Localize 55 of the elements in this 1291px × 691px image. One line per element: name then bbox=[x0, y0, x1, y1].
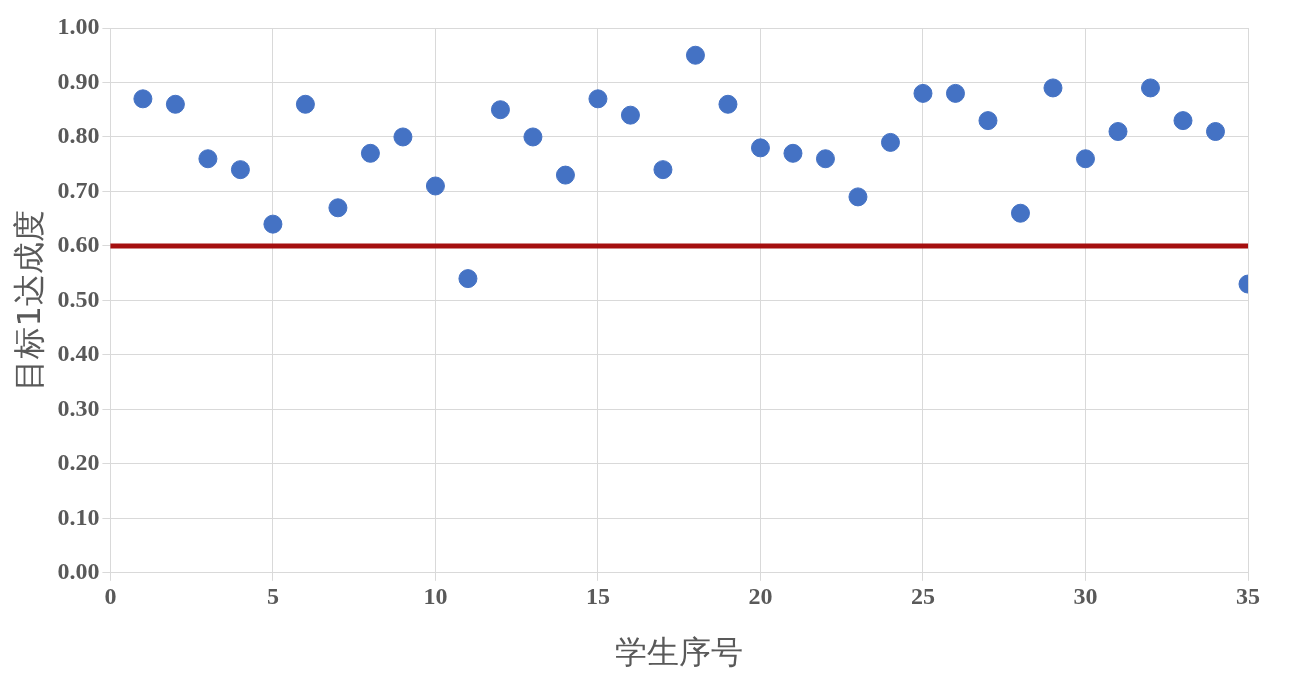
point bbox=[1173, 111, 1193, 131]
y-tick-label: 0.30 bbox=[57, 394, 100, 421]
point bbox=[750, 138, 770, 158]
y-axis-title: 目标1达成度 bbox=[9, 210, 48, 391]
point bbox=[523, 127, 543, 147]
y-tick-label: 0.50 bbox=[57, 285, 100, 312]
y-tick-label: 0.90 bbox=[57, 67, 100, 94]
point bbox=[718, 94, 738, 114]
point bbox=[913, 83, 933, 103]
point bbox=[653, 160, 673, 180]
x-tick-label: 0 bbox=[104, 583, 117, 610]
point bbox=[393, 127, 413, 147]
point bbox=[588, 89, 608, 109]
point bbox=[1108, 122, 1128, 142]
y-tick-label: 0.80 bbox=[57, 122, 100, 149]
y-tick-label: 0.70 bbox=[57, 176, 100, 203]
y-tick-label: 0.00 bbox=[57, 558, 100, 584]
point bbox=[880, 132, 900, 152]
point bbox=[620, 105, 640, 125]
point bbox=[1140, 78, 1160, 98]
x-tick-label: 30 bbox=[1073, 583, 1098, 610]
point bbox=[1075, 149, 1095, 169]
x-tick-label: 15 bbox=[585, 583, 610, 610]
point bbox=[133, 89, 153, 109]
point bbox=[945, 83, 965, 103]
x-tick-label: 20 bbox=[748, 583, 773, 610]
y-tick-label: 0.20 bbox=[57, 449, 100, 476]
y-tick-label: 0.60 bbox=[57, 231, 100, 258]
point bbox=[425, 176, 445, 196]
y-tick-label: 0.10 bbox=[57, 503, 100, 530]
x-tick-label: 10 bbox=[423, 583, 448, 610]
point bbox=[165, 94, 185, 114]
point bbox=[458, 269, 478, 289]
x-tick-label: 35 bbox=[1236, 583, 1260, 610]
x-tick-label: 25 bbox=[910, 583, 935, 610]
point bbox=[1206, 122, 1225, 142]
point bbox=[295, 94, 315, 114]
x-axis-title: 学生序号 bbox=[615, 633, 744, 672]
y-tick-label: 0.40 bbox=[57, 340, 100, 367]
point bbox=[1043, 78, 1063, 98]
point bbox=[198, 149, 218, 169]
point bbox=[685, 45, 705, 65]
point bbox=[490, 100, 510, 120]
point bbox=[848, 187, 868, 207]
y-tick-label: 1.00 bbox=[57, 13, 100, 40]
point bbox=[783, 143, 803, 163]
point bbox=[328, 198, 348, 218]
point bbox=[815, 149, 835, 169]
point bbox=[1010, 203, 1030, 223]
x-tick-label: 5 bbox=[266, 583, 279, 610]
point bbox=[360, 143, 380, 163]
point bbox=[230, 160, 250, 180]
point bbox=[555, 165, 575, 185]
point bbox=[263, 214, 283, 234]
point bbox=[978, 111, 998, 131]
